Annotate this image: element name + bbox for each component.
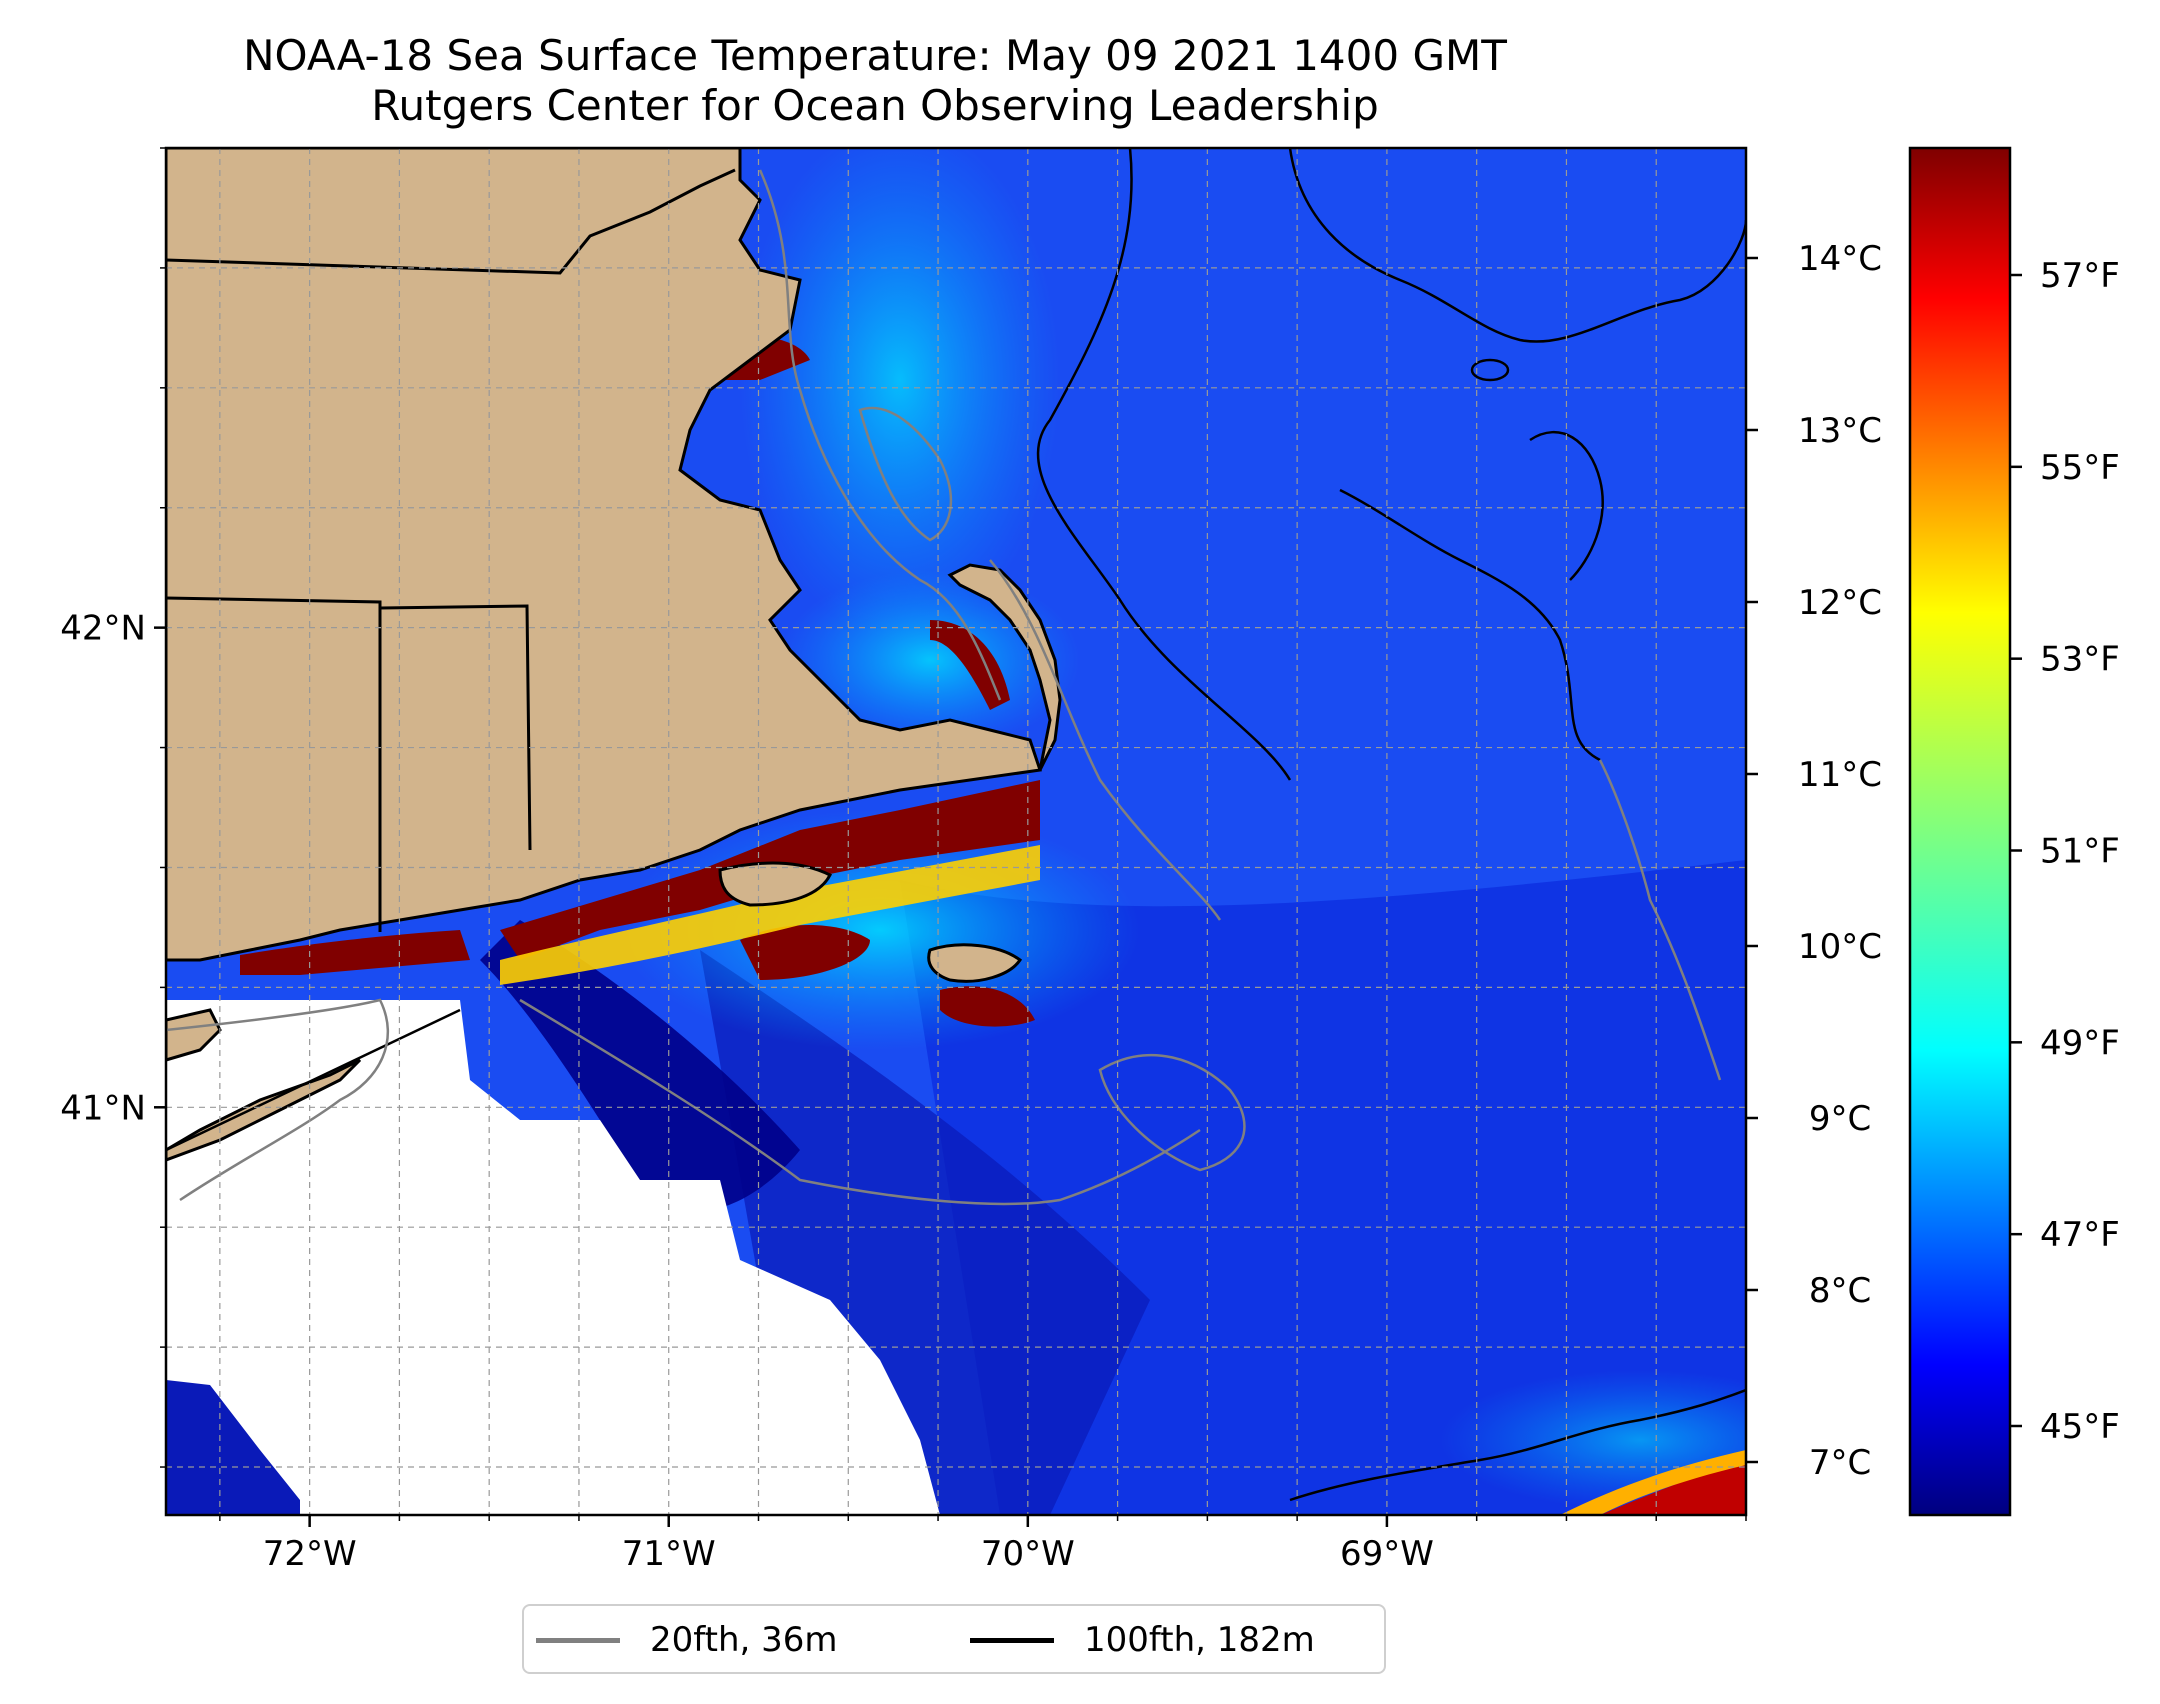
map-plot-area xyxy=(166,148,1746,1515)
celsius-tick-label: 7°C xyxy=(1809,1443,1871,1483)
fahrenheit-tick-label: 51°F xyxy=(2040,832,2120,872)
contour-20fth-3 xyxy=(989,559,1222,921)
legend-item-20fth: 20fth, 36m xyxy=(536,1618,838,1662)
contour-100fth-5 xyxy=(1289,1388,1746,1502)
marthas-vineyard xyxy=(718,861,833,907)
celsius-tick-label: 13°C xyxy=(1798,411,1882,451)
long-island xyxy=(166,1058,362,1162)
contour-20fth-1 xyxy=(758,169,1002,701)
no-data-region xyxy=(166,1000,940,1515)
celsius-tick-label: 11°C xyxy=(1798,755,1882,795)
southeast-warm-transition xyxy=(1560,1450,1746,1515)
celsius-tick-label: 10°C xyxy=(1798,927,1882,967)
lon-tick-label: 72°W xyxy=(263,1534,357,1574)
legend-line-black xyxy=(970,1637,1054,1643)
contour-20fth-4 xyxy=(519,998,1201,1206)
nh-ma-border xyxy=(166,168,736,275)
contour-20fth-5 xyxy=(1098,1054,1246,1172)
celsius-scale: 14°C 13°C 12°C 11°C 10°C 9°C 8°C 7°C xyxy=(1746,239,1882,1483)
vineyard-sound-warm xyxy=(740,925,870,980)
plot-frame xyxy=(164,146,1748,1517)
fahrenheit-tick-label: 55°F xyxy=(2040,448,2120,488)
long-island-west xyxy=(166,1008,222,1062)
fahrenheit-tick-label: 49°F xyxy=(2040,1023,2120,1063)
fahrenheit-tick-label: 47°F xyxy=(2040,1215,2120,1255)
contour-20fth-6 xyxy=(1598,759,1722,1081)
fahrenheit-scale: 57°F 55°F 53°F 51°F 49°F 47°F 45°F xyxy=(2010,256,2120,1447)
legend-line-gray xyxy=(536,1637,620,1643)
lon-tick-label: 70°W xyxy=(981,1534,1075,1574)
contour-100fth-2 xyxy=(1288,148,1746,343)
fahrenheit-tick-label: 53°F xyxy=(2040,640,2120,680)
mainland-new-england xyxy=(166,148,1042,962)
lat-tick-label: 41°N xyxy=(60,1088,146,1128)
contour-legend: 20fth, 36m 100fth, 182m xyxy=(522,1604,1386,1674)
ny-ct-border xyxy=(166,1008,461,1152)
rhode-island-sound-warm xyxy=(240,930,470,975)
contour-100fth-4 xyxy=(1529,430,1604,581)
map-subtitle: Rutgers Center for Ocean Observing Leade… xyxy=(371,81,1379,130)
legend-label-100fth: 100fth, 182m xyxy=(1084,1620,1315,1660)
cape-cod-bay-warm-strip xyxy=(930,620,1010,710)
celsius-tick-label: 8°C xyxy=(1809,1271,1871,1311)
legend-item-100fth: 100fth, 182m xyxy=(970,1618,1315,1662)
map-title: NOAA-18 Sea Surface Temperature: May 09 … xyxy=(243,31,1507,80)
contour-100fth-3 xyxy=(1339,488,1601,762)
latitude-axis: 42°N 41°N xyxy=(60,147,166,1468)
contour-100fth-1 xyxy=(1036,148,1292,781)
contour-20fth-2 xyxy=(858,406,953,542)
fahrenheit-tick-label: 45°F xyxy=(2040,1407,2120,1447)
celsius-tick-label: 12°C xyxy=(1798,583,1882,623)
warm-fringe xyxy=(500,845,1040,985)
lon-tick-label: 71°W xyxy=(622,1534,716,1574)
celsius-tick-label: 9°C xyxy=(1809,1099,1871,1139)
fahrenheit-tick-label: 57°F xyxy=(2040,256,2120,296)
legend-label-20fth: 20fth, 36m xyxy=(650,1620,838,1660)
ri-ma-border xyxy=(379,604,532,851)
cyan-coastal-plume xyxy=(740,148,1060,640)
southwest-cold-patch xyxy=(166,1380,300,1515)
coldest-band xyxy=(480,920,800,1212)
celsius-tick-label: 14°C xyxy=(1798,239,1882,279)
nantucket-warm xyxy=(940,986,1035,1027)
contour-20fth-7 xyxy=(166,998,390,1202)
contour-100fth-6 xyxy=(1470,358,1510,382)
nantucket xyxy=(927,943,1023,983)
lon-tick-label: 69°W xyxy=(1340,1534,1434,1574)
colorbar xyxy=(1908,146,2012,1517)
ct-ma-border xyxy=(166,596,382,932)
longitude-axis: 72°W 71°W 70°W 69°W xyxy=(219,1515,1747,1574)
lat-tick-label: 42°N xyxy=(60,609,146,649)
